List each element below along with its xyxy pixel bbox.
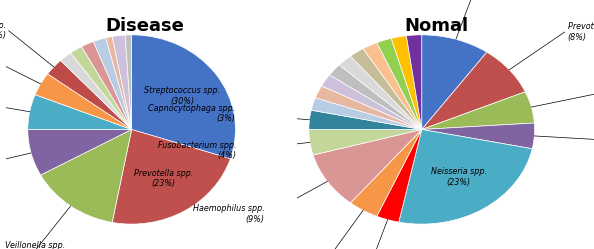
Wedge shape (377, 129, 422, 222)
Text: Fusobacterium spp.
(4%): Fusobacterium spp. (4%) (158, 141, 236, 160)
Text: Disease: Disease (106, 17, 185, 35)
Wedge shape (363, 43, 422, 129)
Wedge shape (321, 75, 422, 129)
Text: Haemophilus spp.
(9%): Haemophilus spp. (9%) (193, 204, 265, 224)
Text: Nomal: Nomal (405, 17, 469, 35)
Wedge shape (422, 52, 525, 129)
Wedge shape (422, 35, 487, 129)
Wedge shape (309, 129, 422, 155)
Wedge shape (313, 129, 422, 203)
Wedge shape (48, 61, 132, 129)
Wedge shape (422, 123, 535, 149)
Wedge shape (339, 56, 422, 129)
Wedge shape (350, 129, 422, 216)
Wedge shape (93, 38, 132, 129)
Wedge shape (125, 35, 132, 129)
Wedge shape (35, 74, 132, 129)
Wedge shape (377, 38, 422, 129)
Wedge shape (315, 86, 422, 129)
Wedge shape (106, 37, 132, 129)
Wedge shape (422, 92, 535, 129)
Wedge shape (399, 129, 532, 224)
Text: Streptococcus spp.
(30%): Streptococcus spp. (30%) (144, 86, 220, 106)
Wedge shape (71, 47, 132, 129)
Wedge shape (112, 129, 230, 224)
Wedge shape (406, 35, 422, 129)
Wedge shape (309, 110, 422, 129)
Wedge shape (112, 35, 132, 129)
Wedge shape (28, 129, 132, 175)
Wedge shape (40, 129, 132, 222)
Text: Prevotella spp.
(23%): Prevotella spp. (23%) (134, 169, 193, 188)
Text: Veillonella spp.
(14%): Veillonella spp. (14%) (5, 241, 65, 249)
Wedge shape (132, 35, 235, 159)
Text: Capnocytophaga spp.
(3%): Capnocytophaga spp. (3%) (148, 104, 236, 124)
Wedge shape (81, 42, 132, 129)
Wedge shape (350, 49, 422, 129)
Text: Neisseria spp.
(23%): Neisseria spp. (23%) (431, 167, 487, 187)
Wedge shape (330, 65, 422, 129)
Text: Prevotella spp.
(8%): Prevotella spp. (8%) (567, 22, 594, 42)
Wedge shape (61, 53, 132, 129)
Text: Rothia spp.
(3%): Rothia spp. (3%) (0, 21, 6, 40)
Wedge shape (28, 95, 132, 129)
Wedge shape (391, 36, 422, 129)
Wedge shape (311, 98, 422, 129)
